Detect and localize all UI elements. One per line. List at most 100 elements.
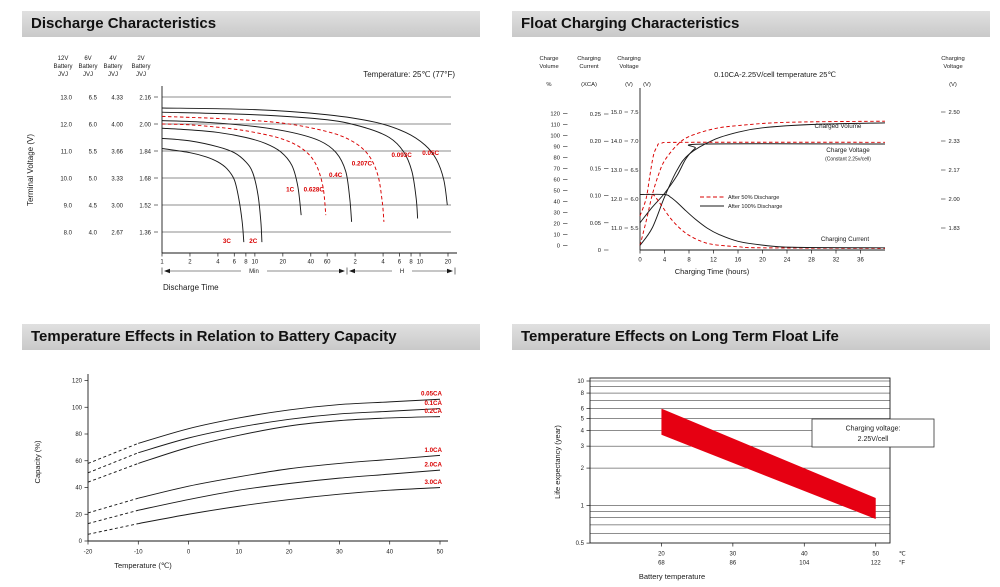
svg-text:Temperature (℃): Temperature (℃)	[114, 561, 172, 570]
svg-text:4.00: 4.00	[111, 123, 123, 129]
svg-text:6: 6	[581, 407, 585, 413]
svg-text:12.0: 12.0	[611, 197, 622, 203]
svg-text:7.0: 7.0	[630, 139, 638, 145]
svg-text:Charging Current: Charging Current	[821, 236, 870, 243]
svg-text:10: 10	[417, 260, 424, 266]
svg-text:10.0: 10.0	[60, 177, 72, 183]
svg-text:40: 40	[801, 552, 808, 558]
svg-text:Voltage: Voltage	[619, 64, 638, 70]
svg-text:86: 86	[730, 561, 737, 567]
svg-text:Current: Current	[579, 64, 599, 70]
svg-text:50: 50	[872, 552, 879, 558]
svg-text:Capacity (%): Capacity (%)	[33, 440, 42, 483]
svg-text:40: 40	[307, 260, 314, 266]
svg-text:10: 10	[236, 550, 243, 556]
svg-text:0.5: 0.5	[576, 541, 585, 547]
svg-text:2.0CA: 2.0CA	[424, 462, 442, 469]
svg-text:-20: -20	[84, 550, 93, 556]
svg-text:2V: 2V	[137, 56, 144, 62]
svg-text:90: 90	[554, 145, 560, 151]
svg-text:5.5: 5.5	[630, 226, 638, 232]
svg-text:After 100% Discharge: After 100% Discharge	[728, 204, 782, 210]
svg-text:9.0: 9.0	[64, 204, 73, 210]
svg-text:36: 36	[857, 258, 864, 264]
svg-text:12V: 12V	[58, 56, 69, 62]
svg-text:Volume: Volume	[539, 64, 558, 70]
svg-text:100: 100	[72, 405, 83, 411]
svg-text:Battery: Battery	[78, 64, 97, 70]
svg-text:2.50: 2.50	[949, 110, 960, 116]
svg-text:5: 5	[581, 417, 585, 423]
svg-text:20: 20	[445, 260, 452, 266]
svg-text:30: 30	[554, 211, 560, 217]
section-title-float-life: Temperature Effects on Long Term Float L…	[512, 324, 990, 350]
svg-text:0.207C: 0.207C	[352, 160, 373, 167]
svg-text:4: 4	[581, 429, 585, 435]
svg-text:12: 12	[710, 258, 717, 264]
discharge-chart: 12VBatteryJVJ13.012.011.010.09.08.06VBat…	[26, 56, 457, 292]
svg-text:10: 10	[577, 379, 584, 385]
svg-text:4.0: 4.0	[89, 231, 98, 237]
svg-text:16: 16	[735, 258, 742, 264]
svg-text:32: 32	[833, 258, 840, 264]
svg-text:4.5: 4.5	[89, 204, 98, 210]
svg-text:50: 50	[437, 550, 444, 556]
svg-text:1.84: 1.84	[139, 150, 151, 156]
svg-text:11.0: 11.0	[611, 226, 622, 232]
svg-text:Charging: Charging	[941, 56, 965, 62]
svg-text:Min: Min	[249, 269, 259, 275]
svg-text:Discharge Time: Discharge Time	[163, 283, 219, 292]
svg-text:0: 0	[638, 258, 642, 264]
svg-text:6: 6	[398, 260, 402, 266]
svg-text:104: 104	[799, 561, 810, 567]
svg-text:1: 1	[581, 504, 585, 510]
svg-text:0.15: 0.15	[590, 166, 601, 172]
svg-text:8: 8	[687, 258, 691, 264]
svg-text:7.5: 7.5	[630, 110, 638, 116]
svg-text:122: 122	[871, 561, 882, 567]
svg-text:80: 80	[554, 156, 560, 162]
svg-text:Charging voltage:: Charging voltage:	[846, 426, 901, 433]
svg-text:°F: °F	[899, 561, 905, 567]
svg-text:30: 30	[336, 550, 343, 556]
svg-text:24: 24	[784, 258, 791, 264]
svg-text:6V: 6V	[84, 56, 91, 62]
svg-text:6.0: 6.0	[630, 197, 638, 203]
svg-text:28: 28	[808, 258, 815, 264]
svg-text:3.66: 3.66	[111, 150, 123, 156]
svg-text:20: 20	[279, 260, 286, 266]
svg-text:0.05CA: 0.05CA	[421, 391, 443, 398]
svg-text:100: 100	[550, 134, 560, 140]
svg-text:0.10: 0.10	[590, 194, 601, 200]
svg-text:20: 20	[759, 258, 766, 264]
svg-text:60: 60	[324, 260, 331, 266]
svg-text:Battery temperature: Battery temperature	[639, 572, 705, 581]
svg-text:0.10CA-2.25V/cell temperature: 0.10CA-2.25V/cell temperature 25℃	[714, 70, 836, 79]
svg-text:8: 8	[581, 391, 585, 397]
svg-text:5.5: 5.5	[89, 150, 98, 156]
svg-text:Charge Voltage: Charge Voltage	[826, 147, 870, 154]
svg-text:10: 10	[554, 233, 560, 239]
svg-text:4V: 4V	[109, 56, 116, 62]
svg-text:2.17: 2.17	[949, 168, 960, 174]
svg-text:(Constant 2.25v/cell): (Constant 2.25v/cell)	[825, 157, 871, 163]
svg-text:8: 8	[409, 260, 413, 266]
svg-text:6.5: 6.5	[89, 96, 98, 102]
svg-text:JVJ: JVJ	[83, 72, 93, 78]
svg-text:1.83: 1.83	[949, 226, 960, 232]
svg-text:40: 40	[386, 550, 393, 556]
svg-text:0.093C: 0.093C	[391, 152, 412, 159]
svg-text:0: 0	[79, 539, 83, 545]
svg-text:3.00: 3.00	[111, 204, 123, 210]
svg-text:60: 60	[75, 459, 82, 465]
svg-text:120: 120	[72, 379, 83, 385]
svg-text:Charging Time (hours): Charging Time (hours)	[675, 267, 750, 276]
svg-text:0: 0	[598, 248, 601, 254]
svg-text:4.33: 4.33	[111, 96, 123, 102]
svg-text:5.0: 5.0	[89, 177, 98, 183]
svg-text:(V): (V)	[949, 82, 957, 88]
svg-text:2.00: 2.00	[139, 123, 151, 129]
